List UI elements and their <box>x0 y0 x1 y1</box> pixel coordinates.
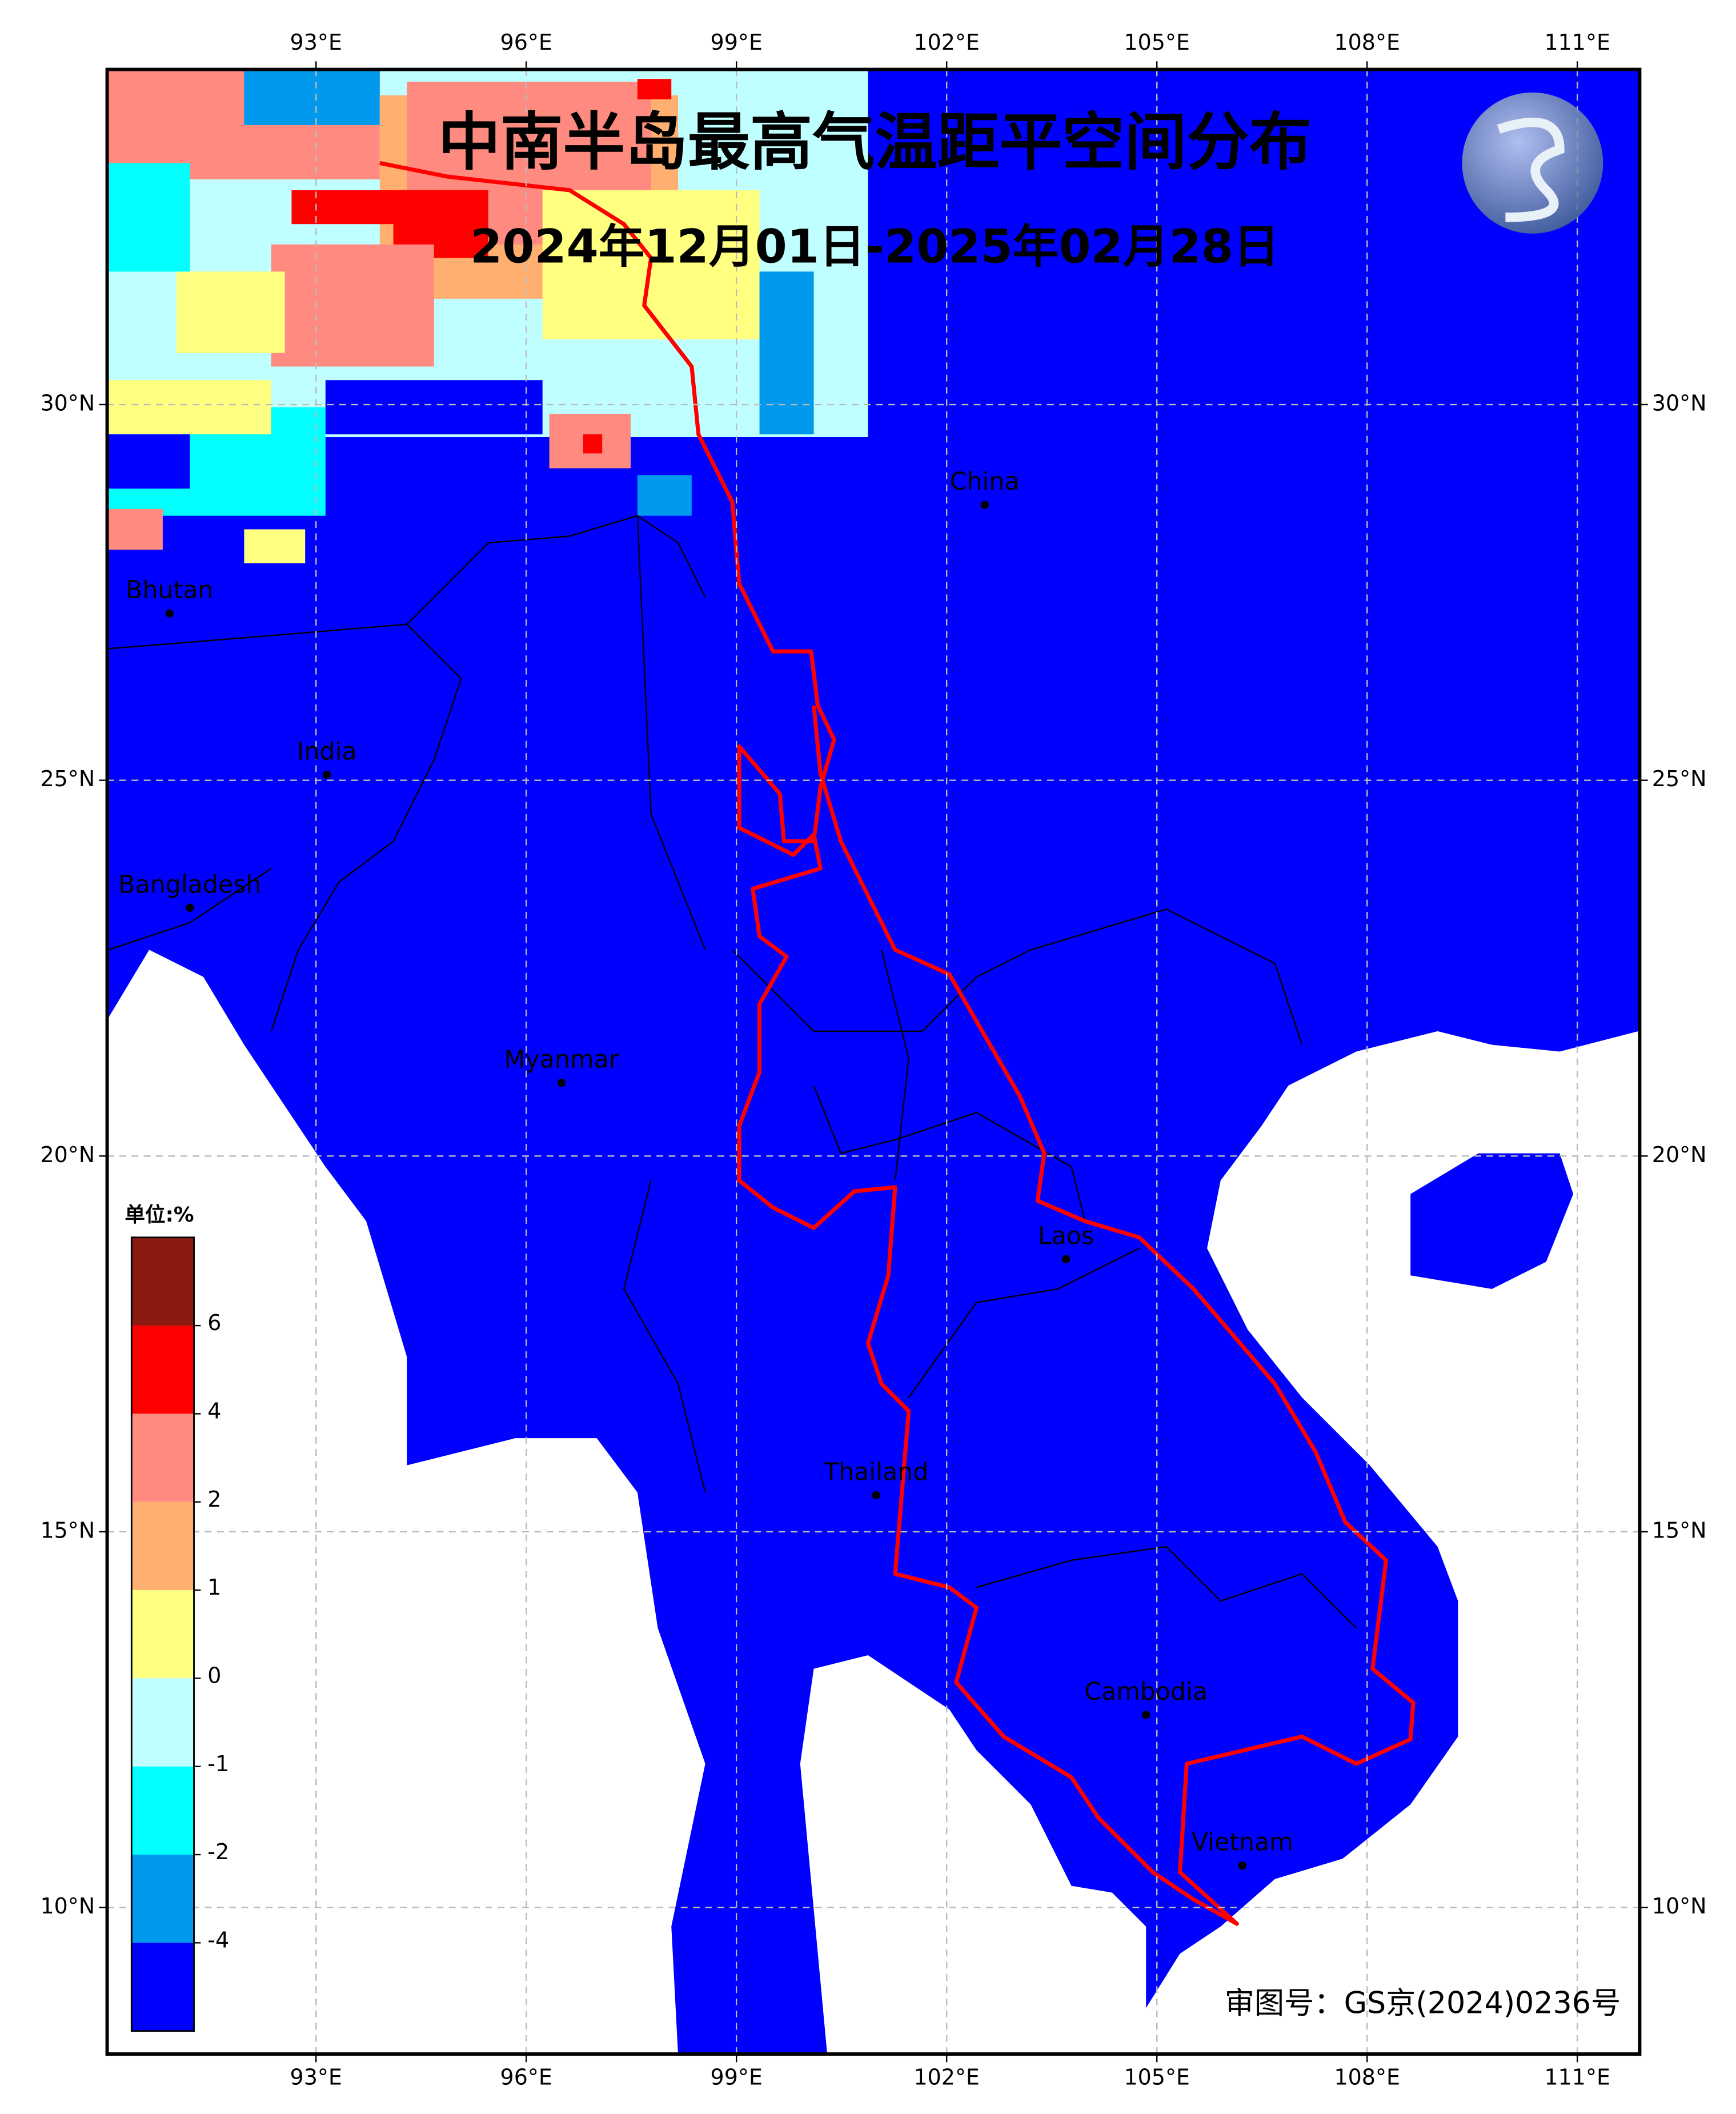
colorbar-tick-label: 6 <box>207 1310 221 1335</box>
lon-label: 111°E <box>1544 2064 1610 2089</box>
place-label: Bhutan <box>126 576 213 604</box>
lon-label: 93°E <box>290 30 342 55</box>
color-band <box>131 1237 194 1326</box>
place-dot <box>557 1078 566 1087</box>
lon-label: 93°E <box>290 2064 342 2089</box>
lat-label: 30°N <box>1652 391 1707 416</box>
place-label: Cambodia <box>1084 1677 1208 1706</box>
place-label: India <box>297 738 357 766</box>
color-band <box>131 1326 194 1414</box>
lat-label: 20°N <box>1652 1142 1707 1167</box>
map-title: 中南半岛最高气温距平空间分布 <box>438 106 1312 179</box>
colorbar-tick-label: -4 <box>207 1927 229 1952</box>
map-subtitle: 2024年12月01日-2025年02月28日 <box>470 220 1279 274</box>
color-band <box>131 1414 194 1502</box>
lon-label: 108°E <box>1334 2064 1400 2089</box>
place-dot <box>1238 1861 1246 1870</box>
lat-label: 20°N <box>40 1142 95 1167</box>
lat-label: 15°N <box>40 1518 95 1543</box>
lon-label: 96°E <box>500 2064 552 2089</box>
place-dot <box>323 771 331 779</box>
hainan <box>1410 1153 1574 1289</box>
place-dot <box>1142 1711 1150 1719</box>
lat-label: 25°N <box>40 766 95 791</box>
color-band <box>131 1590 194 1679</box>
colorbar-unit: 单位:% <box>125 1203 194 1227</box>
lat-label: 30°N <box>40 391 95 416</box>
color-band <box>131 1943 194 2031</box>
place-dot <box>872 1491 880 1499</box>
place-label: Thailand <box>823 1458 928 1486</box>
colorbar-tick-label: 0 <box>207 1663 221 1688</box>
lat-label: 10°N <box>40 1893 95 1919</box>
lat-label: 25°N <box>1652 766 1707 791</box>
lon-label: 105°E <box>1124 30 1189 55</box>
place-dot <box>980 501 989 509</box>
country-borders <box>108 515 1357 1629</box>
land-field <box>108 70 1639 2055</box>
lat-label: 10°N <box>1652 1893 1707 1919</box>
color-band <box>131 1855 194 1943</box>
lat-label: 15°N <box>1652 1518 1707 1543</box>
map-frame <box>105 67 1642 2056</box>
colorbar-tick-label: 1 <box>207 1575 221 1600</box>
colorbar-tick-label: -2 <box>207 1839 229 1864</box>
place-label: China <box>950 467 1020 496</box>
lon-label: 96°E <box>500 30 552 55</box>
colorbar-tick-label: 2 <box>207 1487 221 1512</box>
place-dot <box>165 609 174 618</box>
colorbar-tick-label: -1 <box>207 1751 229 1776</box>
color-band <box>131 1502 194 1591</box>
lon-label: 102°E <box>913 30 979 55</box>
lon-label: 99°E <box>711 2064 763 2089</box>
map-layers <box>108 70 1639 2055</box>
place-label: Laos <box>1038 1222 1094 1250</box>
color-band <box>131 1766 194 1855</box>
lon-label: 108°E <box>1334 30 1400 55</box>
colorbar-tick-label: 4 <box>207 1399 221 1424</box>
colorbar-frame <box>130 1236 195 2032</box>
lon-label: 102°E <box>913 2064 979 2089</box>
lon-label: 111°E <box>1544 30 1610 55</box>
place-label: Vietnam <box>1192 1828 1293 1857</box>
place-label: Myanmar <box>504 1046 619 1074</box>
color-band <box>131 1678 194 1767</box>
approval-number: 审图号：GS京(2024)0236号 <box>1225 1987 1621 2021</box>
place-dot <box>1062 1255 1071 1263</box>
basin-boundary <box>379 161 1416 1926</box>
place-label: Bangladesh <box>118 870 261 899</box>
lon-label: 99°E <box>711 30 763 55</box>
grid <box>107 69 1640 2055</box>
lon-label: 105°E <box>1124 2064 1189 2089</box>
logo-mark <box>1497 117 1565 222</box>
place-dot <box>186 903 194 912</box>
